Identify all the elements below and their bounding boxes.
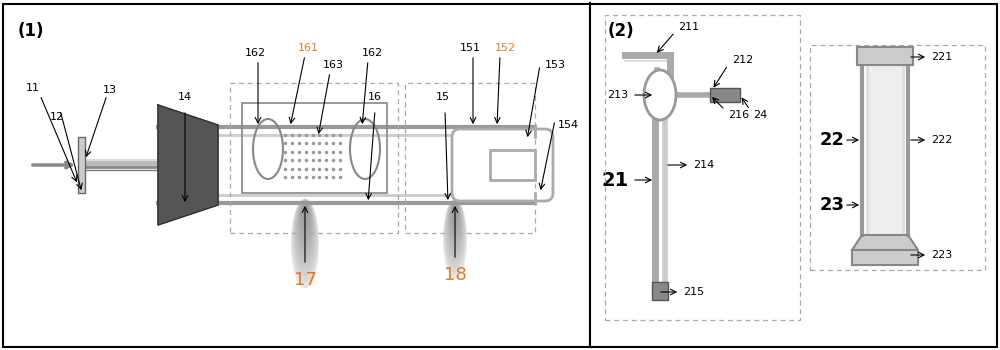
Text: 12: 12 bbox=[50, 112, 64, 122]
Ellipse shape bbox=[444, 199, 466, 274]
FancyBboxPatch shape bbox=[452, 129, 553, 201]
Text: 211: 211 bbox=[678, 22, 699, 32]
Ellipse shape bbox=[451, 202, 459, 230]
Text: 24: 24 bbox=[753, 110, 767, 120]
Ellipse shape bbox=[446, 200, 464, 263]
Bar bbox=[852, 250, 918, 265]
Text: 223: 223 bbox=[931, 250, 952, 260]
Text: 221: 221 bbox=[931, 52, 952, 62]
Text: 215: 215 bbox=[683, 287, 704, 297]
Bar bbox=[242, 103, 387, 193]
Ellipse shape bbox=[445, 199, 465, 268]
Polygon shape bbox=[852, 235, 918, 250]
Ellipse shape bbox=[448, 201, 462, 246]
Text: 16: 16 bbox=[368, 92, 382, 102]
Ellipse shape bbox=[292, 199, 318, 282]
Text: 152: 152 bbox=[494, 43, 516, 53]
Text: 18: 18 bbox=[444, 266, 466, 284]
Text: 151: 151 bbox=[460, 43, 480, 53]
Bar bbox=[78, 137, 85, 193]
Bar bbox=[490, 150, 535, 180]
Ellipse shape bbox=[446, 200, 464, 257]
Ellipse shape bbox=[297, 201, 313, 252]
Polygon shape bbox=[158, 105, 218, 225]
Ellipse shape bbox=[291, 198, 319, 288]
Text: 161: 161 bbox=[298, 43, 318, 53]
Text: 154: 154 bbox=[558, 120, 579, 130]
Ellipse shape bbox=[298, 201, 312, 246]
Text: 153: 153 bbox=[545, 60, 566, 70]
Text: 213: 213 bbox=[607, 90, 628, 100]
Text: 163: 163 bbox=[322, 60, 344, 70]
Text: 11: 11 bbox=[26, 83, 40, 93]
Text: 13: 13 bbox=[103, 85, 117, 95]
Ellipse shape bbox=[301, 202, 309, 228]
Ellipse shape bbox=[452, 202, 458, 225]
Ellipse shape bbox=[295, 200, 315, 264]
Text: 17: 17 bbox=[294, 271, 316, 289]
Bar bbox=[710, 88, 740, 102]
Ellipse shape bbox=[447, 201, 463, 252]
Text: 162: 162 bbox=[244, 48, 266, 58]
Ellipse shape bbox=[296, 200, 314, 258]
Bar bbox=[605, 15, 800, 320]
Text: 214: 214 bbox=[693, 160, 714, 170]
Text: 162: 162 bbox=[361, 48, 383, 58]
Ellipse shape bbox=[293, 199, 317, 276]
Text: 23: 23 bbox=[820, 196, 844, 214]
Bar bbox=[810, 45, 985, 270]
Ellipse shape bbox=[449, 201, 461, 241]
Bar bbox=[652, 282, 668, 300]
Text: 14: 14 bbox=[178, 92, 192, 102]
Text: (2): (2) bbox=[608, 22, 635, 40]
Ellipse shape bbox=[294, 199, 316, 270]
Text: 216: 216 bbox=[728, 110, 749, 120]
Ellipse shape bbox=[450, 201, 460, 236]
Text: 212: 212 bbox=[732, 55, 753, 65]
Bar bbox=[405, 83, 535, 233]
Ellipse shape bbox=[443, 199, 467, 279]
Ellipse shape bbox=[300, 201, 310, 233]
Text: 222: 222 bbox=[931, 135, 952, 145]
Text: 21: 21 bbox=[601, 170, 629, 189]
Text: 15: 15 bbox=[436, 92, 450, 102]
Bar bbox=[857, 47, 913, 65]
Bar bbox=[230, 83, 398, 233]
Ellipse shape bbox=[299, 201, 311, 240]
Ellipse shape bbox=[302, 202, 308, 221]
Bar bbox=[868, 65, 902, 235]
Text: (1): (1) bbox=[18, 22, 44, 40]
Ellipse shape bbox=[644, 70, 676, 120]
Text: 22: 22 bbox=[820, 131, 844, 149]
Ellipse shape bbox=[452, 202, 458, 219]
